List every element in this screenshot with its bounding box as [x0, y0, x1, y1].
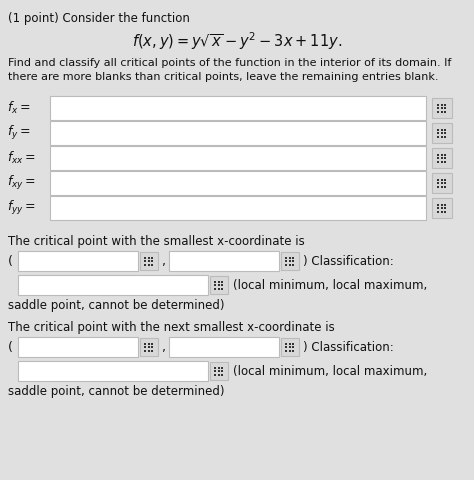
FancyBboxPatch shape — [432, 148, 452, 168]
Text: (local minimum, local maximum,: (local minimum, local maximum, — [233, 365, 427, 379]
Text: $f_x =$: $f_x =$ — [7, 100, 31, 116]
FancyBboxPatch shape — [50, 121, 426, 145]
FancyBboxPatch shape — [210, 362, 228, 380]
FancyBboxPatch shape — [140, 252, 158, 270]
FancyBboxPatch shape — [169, 251, 279, 271]
FancyBboxPatch shape — [50, 171, 426, 195]
FancyBboxPatch shape — [210, 276, 228, 294]
Text: saddle point, cannot be determined): saddle point, cannot be determined) — [8, 385, 225, 398]
Text: The critical point with the next smallest x-coordinate is: The critical point with the next smalles… — [8, 321, 335, 334]
Text: $f_{xx} =$: $f_{xx} =$ — [7, 150, 36, 166]
FancyBboxPatch shape — [18, 275, 208, 295]
Text: ,: , — [162, 255, 166, 268]
Text: there are more blanks than critical points, leave the remaining entries blank.: there are more blanks than critical poin… — [8, 72, 438, 82]
Text: (local minimum, local maximum,: (local minimum, local maximum, — [233, 279, 427, 292]
FancyBboxPatch shape — [18, 251, 138, 271]
FancyBboxPatch shape — [50, 196, 426, 220]
Text: ) Classification:: ) Classification: — [303, 255, 394, 268]
FancyBboxPatch shape — [432, 198, 452, 218]
FancyBboxPatch shape — [50, 96, 426, 120]
Text: (: ( — [8, 255, 13, 268]
Text: The critical point with the smallest x-coordinate is: The critical point with the smallest x-c… — [8, 235, 305, 248]
FancyBboxPatch shape — [140, 338, 158, 356]
Text: $f_{xy} =$: $f_{xy} =$ — [7, 174, 36, 192]
FancyBboxPatch shape — [432, 123, 452, 143]
FancyBboxPatch shape — [281, 252, 299, 270]
Text: $f_{yy} =$: $f_{yy} =$ — [7, 199, 36, 217]
Text: $f_y =$: $f_y =$ — [7, 124, 31, 142]
Text: Find and classify all critical points of the function in the interior of its dom: Find and classify all critical points of… — [8, 58, 451, 68]
FancyBboxPatch shape — [432, 98, 452, 118]
Text: (1 point) Consider the function: (1 point) Consider the function — [8, 12, 190, 25]
FancyBboxPatch shape — [281, 338, 299, 356]
Text: saddle point, cannot be determined): saddle point, cannot be determined) — [8, 299, 225, 312]
Text: ) Classification:: ) Classification: — [303, 341, 394, 355]
FancyBboxPatch shape — [18, 361, 208, 381]
FancyBboxPatch shape — [432, 173, 452, 193]
FancyBboxPatch shape — [50, 146, 426, 170]
Text: $f(x, y) = y\sqrt{x} - y^2 - 3x + 11y.$: $f(x, y) = y\sqrt{x} - y^2 - 3x + 11y.$ — [132, 30, 342, 52]
Text: ,: , — [162, 341, 166, 355]
FancyBboxPatch shape — [169, 337, 279, 357]
Text: (: ( — [8, 341, 13, 355]
FancyBboxPatch shape — [18, 337, 138, 357]
